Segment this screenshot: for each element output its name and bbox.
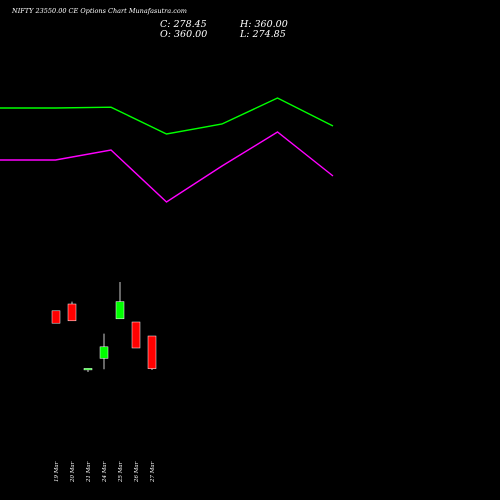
- candle-6: [147, 335, 157, 371]
- candle-0: [51, 310, 61, 324]
- x-tick-label: 21 Mar: [86, 461, 92, 483]
- low-readout: L: 274.85: [239, 29, 286, 40]
- candle-body: [51, 310, 61, 324]
- candle-body: [147, 335, 157, 369]
- lines-layer: [0, 97, 334, 203]
- x-tick-label: 26 Mar: [134, 461, 140, 483]
- x-tick-label: 20 Mar: [70, 461, 76, 483]
- candle-body: [99, 346, 109, 359]
- x-axis-labels: 19 Mar 20 Mar 21 Mar 24 Mar 25 Mar 26 Mar 27 M…: [54, 461, 156, 483]
- candle-2: [83, 368, 93, 372]
- x-tick-label: 25 Mar: [118, 461, 124, 483]
- candle-body: [115, 301, 125, 320]
- line-series-1: [0, 131, 334, 203]
- candles-layer: [51, 282, 157, 372]
- candle-body: [131, 321, 141, 349]
- x-tick-label: 24 Mar: [102, 461, 108, 483]
- candle-3: [99, 333, 109, 370]
- candle-4: [115, 282, 125, 320]
- candle-1: [67, 301, 77, 322]
- x-tick-label: 27 Mar: [150, 461, 156, 483]
- high-readout: H: 360.00: [239, 19, 288, 30]
- candle-body: [67, 303, 77, 322]
- line-series-0: [0, 97, 334, 135]
- candle-body: [83, 368, 93, 371]
- close-readout: C: 278.45: [160, 19, 207, 30]
- candle-5: [131, 321, 141, 349]
- x-tick-label: 19 Mar: [54, 461, 60, 482]
- open-readout: O: 360.00: [160, 29, 207, 40]
- chart-title: NIFTY 23550.00 CE Options Chart Munafasu…: [11, 7, 187, 15]
